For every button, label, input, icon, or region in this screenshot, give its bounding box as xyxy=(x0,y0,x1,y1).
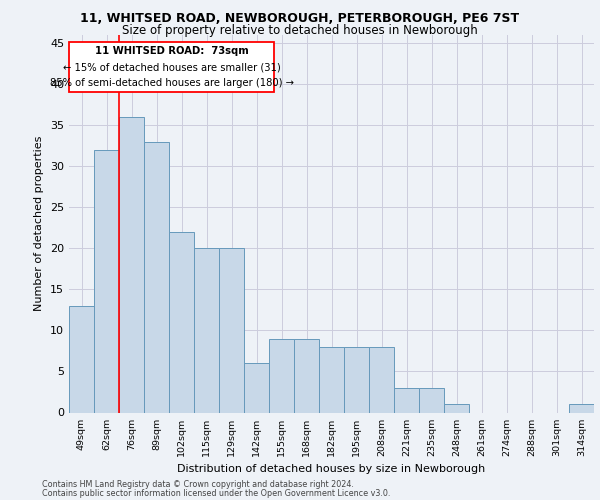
Bar xyxy=(294,338,319,412)
Bar xyxy=(119,117,144,412)
Text: 85% of semi-detached houses are larger (180) →: 85% of semi-detached houses are larger (… xyxy=(49,78,293,88)
Text: 11, WHITSED ROAD, NEWBOROUGH, PETERBOROUGH, PE6 7ST: 11, WHITSED ROAD, NEWBOROUGH, PETERBOROU… xyxy=(80,12,520,26)
Y-axis label: Number of detached properties: Number of detached properties xyxy=(34,136,44,312)
Text: Contains HM Land Registry data © Crown copyright and database right 2024.: Contains HM Land Registry data © Crown c… xyxy=(42,480,354,489)
Bar xyxy=(69,306,94,412)
Bar xyxy=(569,404,594,412)
Bar xyxy=(219,248,244,412)
Bar xyxy=(94,150,119,412)
Text: 11 WHITSED ROAD:  73sqm: 11 WHITSED ROAD: 73sqm xyxy=(95,46,248,56)
Bar xyxy=(194,248,219,412)
Bar xyxy=(169,232,194,412)
Bar xyxy=(244,364,269,412)
X-axis label: Distribution of detached houses by size in Newborough: Distribution of detached houses by size … xyxy=(178,464,485,474)
Bar xyxy=(144,142,169,412)
Bar xyxy=(444,404,469,412)
Bar xyxy=(369,347,394,412)
Text: Size of property relative to detached houses in Newborough: Size of property relative to detached ho… xyxy=(122,24,478,37)
Bar xyxy=(269,338,294,412)
Bar xyxy=(319,347,344,412)
Bar xyxy=(394,388,419,412)
Bar xyxy=(344,347,369,412)
Text: Contains public sector information licensed under the Open Government Licence v3: Contains public sector information licen… xyxy=(42,488,391,498)
Text: ← 15% of detached houses are smaller (31): ← 15% of detached houses are smaller (31… xyxy=(62,62,280,72)
Bar xyxy=(419,388,444,412)
FancyBboxPatch shape xyxy=(69,42,274,92)
